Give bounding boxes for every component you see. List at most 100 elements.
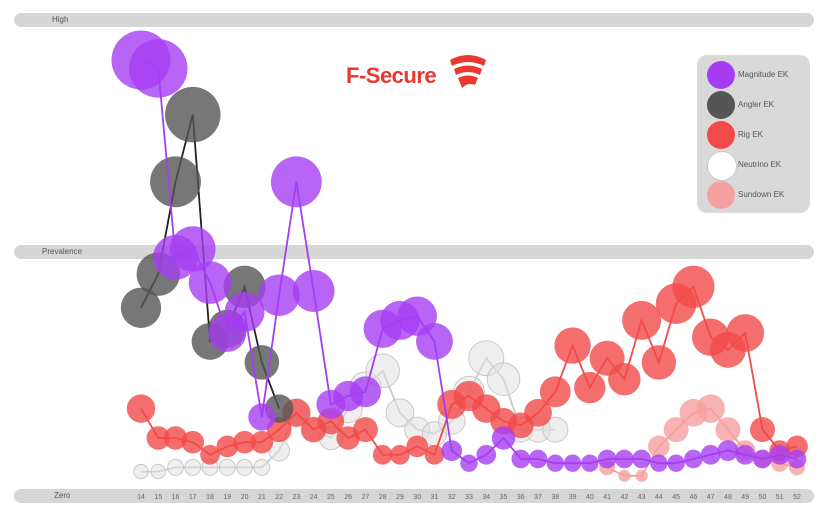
x-tick-label: 36	[517, 494, 525, 501]
x-tick-label: 52	[793, 494, 801, 501]
series-rig-ek	[126, 265, 808, 465]
data-point	[753, 449, 772, 469]
data-point	[163, 426, 188, 450]
x-tick-label: 34	[482, 494, 490, 501]
data-point	[184, 458, 202, 476]
legend-swatch	[707, 151, 737, 181]
series-sundown-ek	[599, 394, 806, 482]
x-tick-label: 18	[206, 494, 214, 501]
data-point	[735, 444, 756, 465]
x-tick-label: 35	[500, 494, 508, 501]
data-point	[416, 322, 453, 360]
x-tick-label: 17	[189, 494, 197, 501]
data-point	[528, 449, 548, 469]
x-tick-label: 26	[344, 494, 352, 501]
data-point	[165, 86, 221, 143]
x-tick-label: 31	[431, 494, 439, 501]
data-point	[233, 430, 256, 454]
data-point	[248, 403, 276, 431]
data-point	[769, 444, 790, 465]
data-point	[696, 394, 725, 423]
data-point	[150, 156, 201, 208]
x-tick-label: 14	[137, 494, 145, 501]
x-tick-label: 37	[534, 494, 542, 501]
legend-item: Sundown EK	[707, 181, 807, 211]
data-point	[441, 440, 463, 461]
x-tick-label: 24	[310, 494, 318, 501]
data-point	[181, 430, 205, 454]
data-point	[129, 39, 188, 98]
data-point	[120, 287, 162, 328]
data-point	[352, 417, 378, 443]
data-point	[216, 435, 239, 458]
data-point	[749, 417, 775, 443]
x-tick-label: 42	[620, 494, 628, 501]
data-point	[641, 345, 677, 380]
data-point	[170, 226, 216, 272]
x-tick-label: 21	[258, 494, 266, 501]
x-tick-label: 44	[655, 494, 663, 501]
legend-item: Rig EK	[707, 121, 807, 151]
data-point	[270, 156, 322, 208]
data-point	[563, 454, 582, 472]
x-tick-label: 39	[569, 494, 577, 501]
data-point	[622, 300, 662, 340]
data-point	[615, 449, 634, 469]
data-point	[372, 444, 393, 465]
x-tick-label: 19	[223, 494, 231, 501]
x-tick-label: 29	[396, 494, 404, 501]
data-point	[663, 417, 689, 443]
data-point	[218, 458, 236, 476]
data-point	[250, 430, 274, 454]
data-point	[406, 435, 429, 458]
legend: Magnitude EK Angler EK Rig EK Neutrino EK Su…	[697, 55, 810, 213]
x-tick-label: 49	[741, 494, 749, 501]
legend-swatch	[707, 61, 735, 89]
series-magnitude-ek	[111, 30, 807, 472]
x-tick-label: 46	[690, 494, 698, 501]
data-point	[684, 449, 703, 469]
data-point	[133, 463, 149, 480]
data-point	[385, 398, 415, 428]
legend-item: Magnitude EK	[707, 61, 807, 91]
high-band	[14, 13, 814, 27]
x-tick-label: 20	[241, 494, 249, 501]
data-point	[476, 444, 497, 465]
legend-swatch	[707, 121, 735, 149]
data-point	[648, 435, 670, 458]
data-point	[390, 444, 410, 465]
data-point	[597, 449, 617, 469]
x-tick-label: 30	[413, 494, 421, 501]
data-point	[715, 417, 741, 443]
data-point	[188, 261, 232, 304]
data-point	[524, 398, 552, 427]
zero-label: Zero	[54, 491, 71, 500]
legend-swatch	[707, 91, 735, 119]
f-secure-logo-icon	[450, 55, 486, 88]
x-tick-label: 45	[672, 494, 680, 501]
f-secure-logo: F-Secure	[346, 50, 496, 90]
data-point	[700, 444, 721, 465]
logo-text: F-Secure	[346, 63, 437, 88]
data-point	[253, 458, 271, 476]
x-tick-label: 47	[707, 494, 715, 501]
data-point	[667, 454, 685, 472]
legend-label: Sundown EK	[738, 190, 785, 199]
data-point	[126, 394, 156, 423]
data-point	[460, 454, 478, 472]
x-tick-label: 43	[638, 494, 646, 501]
data-point	[150, 463, 166, 480]
data-point	[491, 426, 516, 450]
data-point	[511, 449, 531, 469]
legend-item: Angler EK	[707, 91, 807, 121]
data-point	[726, 314, 765, 352]
legend-label: Neutrino EK	[738, 160, 782, 169]
legend-item: Neutrino EK	[707, 151, 807, 181]
data-point	[486, 362, 521, 396]
data-point	[618, 469, 631, 482]
x-tick-label: 22	[275, 494, 283, 501]
data-point	[787, 449, 807, 469]
data-point	[608, 362, 641, 396]
data-point	[424, 444, 445, 465]
